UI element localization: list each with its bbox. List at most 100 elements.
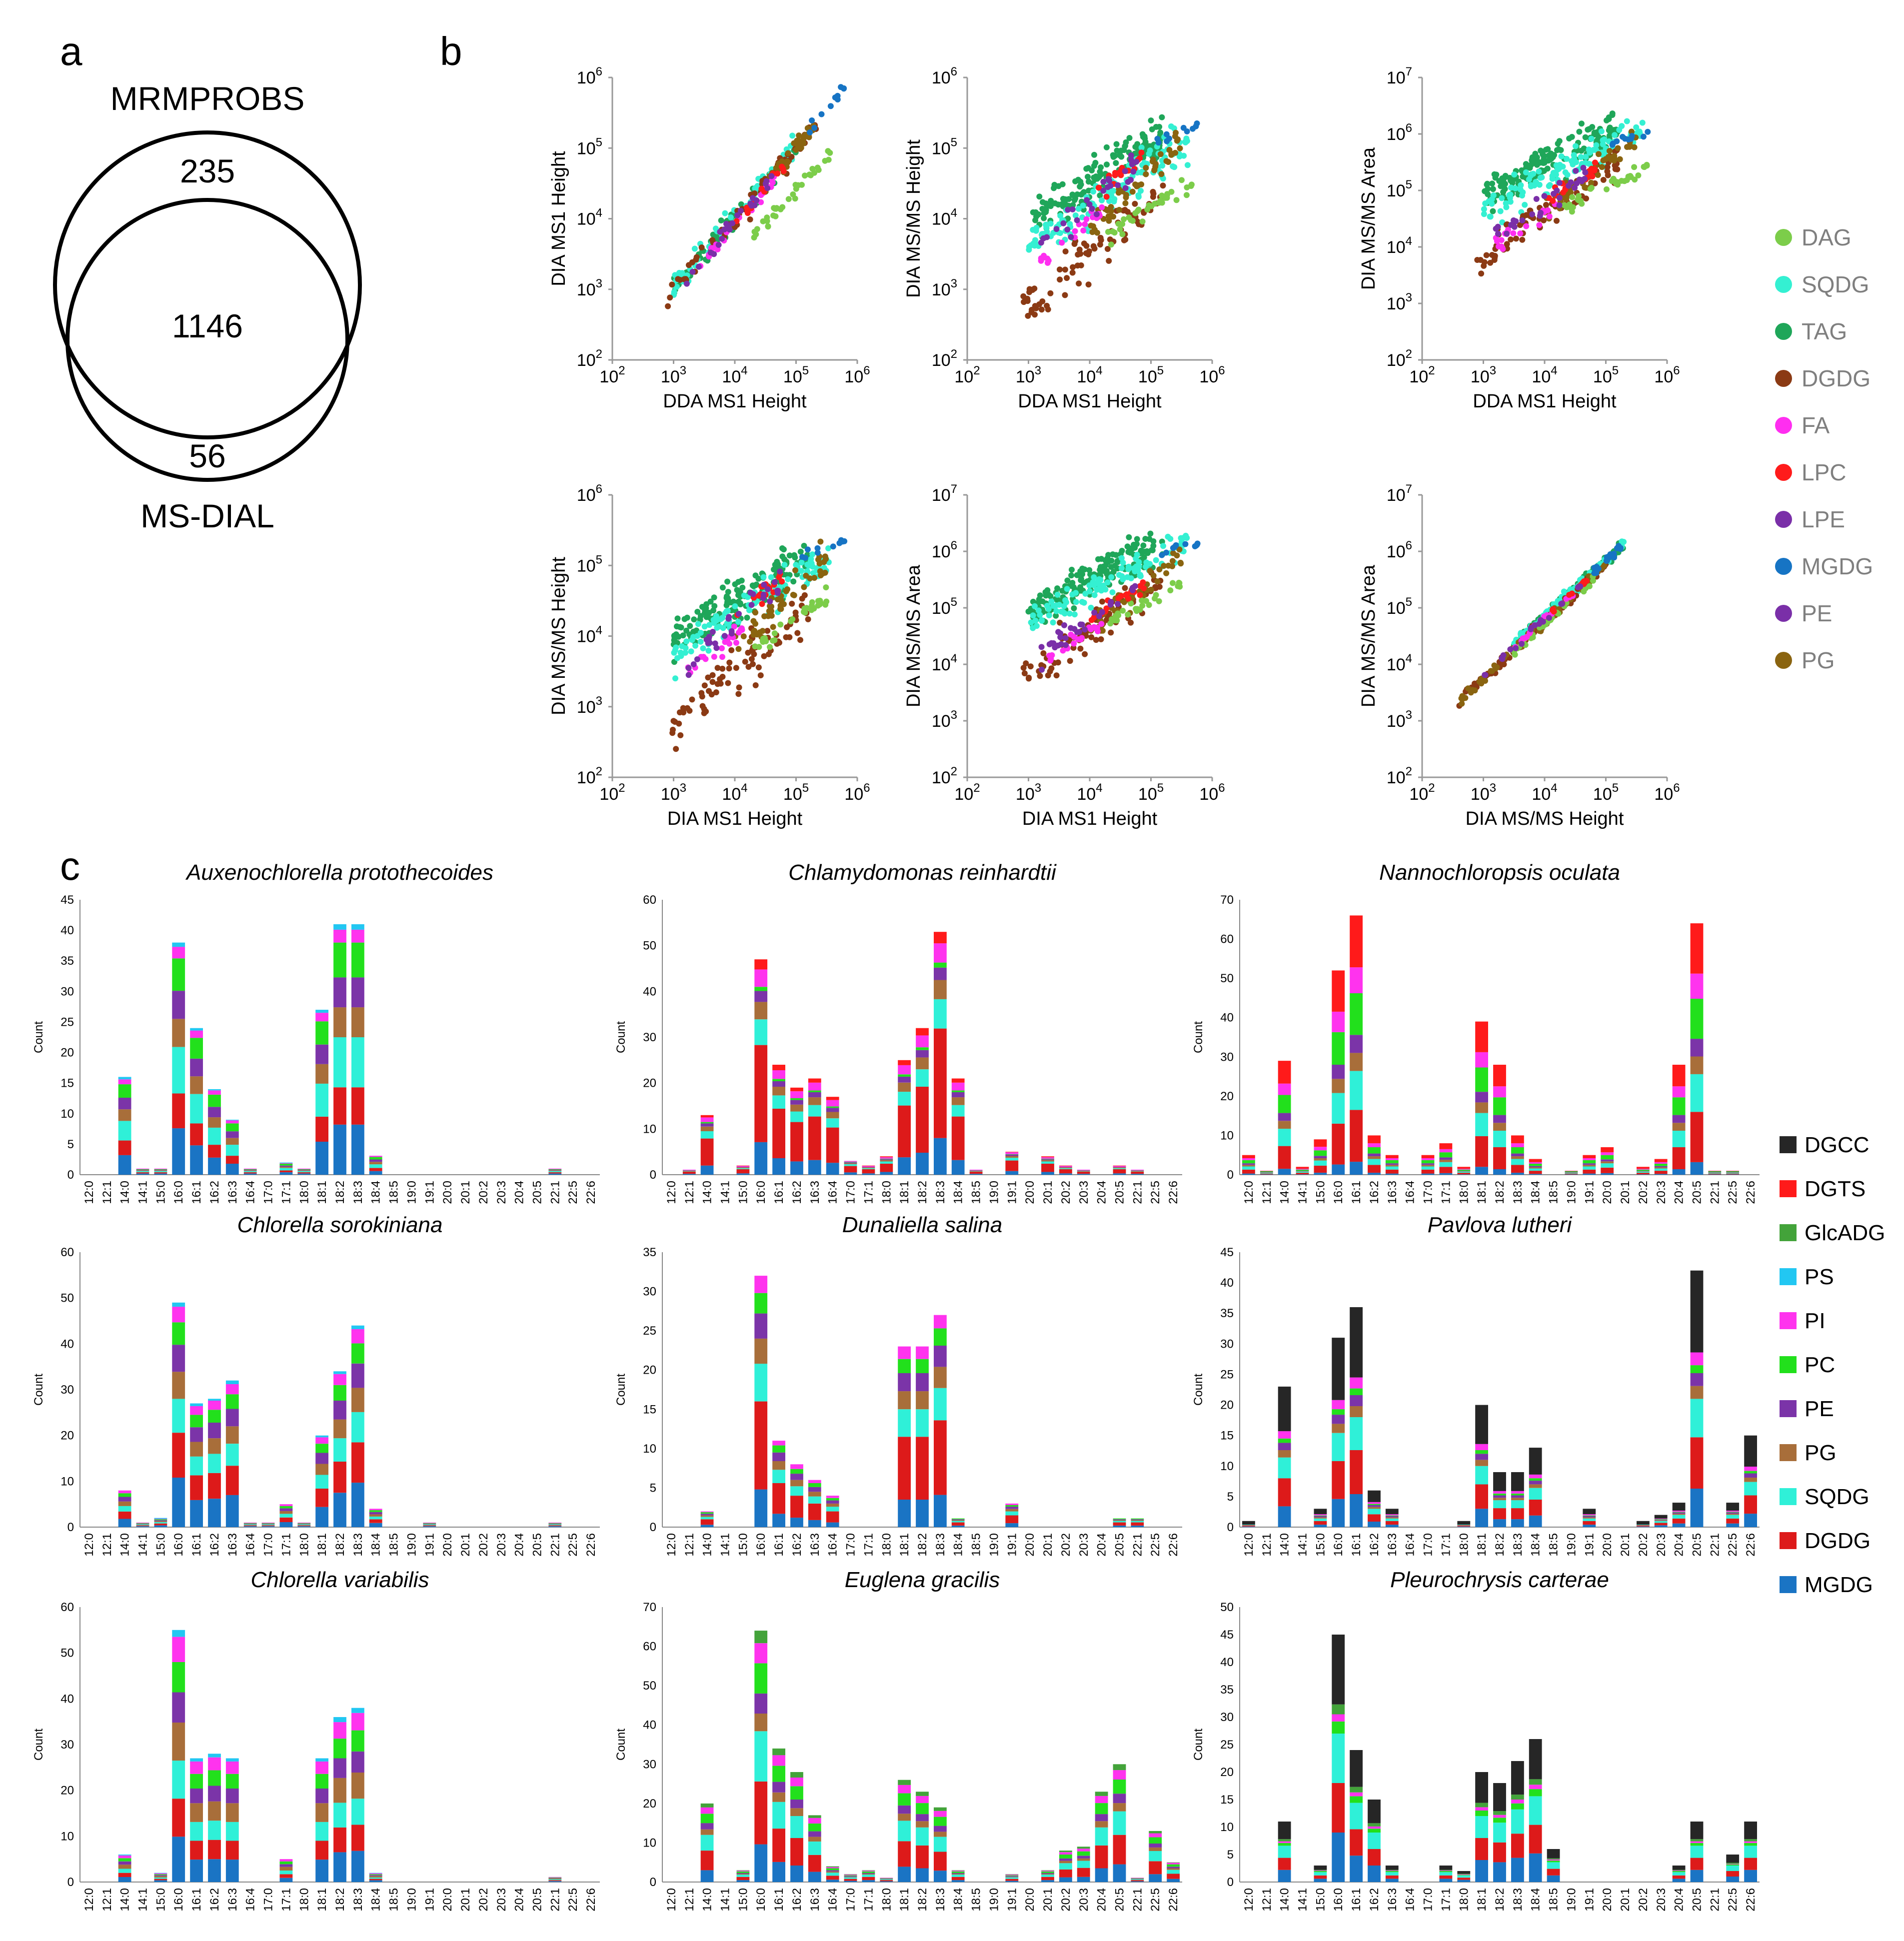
bar-segment-dgdg [1637,1173,1650,1175]
bar-15-0 [154,1168,167,1175]
point-tag [1032,209,1039,215]
point-mgdg [1609,141,1616,148]
y-tick-label: 40 [1220,1276,1234,1290]
y-tick-label: 10 [1220,1821,1234,1834]
bar-segment-ps [118,1077,131,1080]
y-tick-label: 103 [577,694,602,717]
point-sqdg [1111,196,1118,202]
bar-segment-mgdg [754,1142,768,1175]
bar-16-4 [243,1522,257,1527]
x-tick-label: 103 [1016,781,1041,804]
x-tick-label: 103 [661,781,686,804]
point-pg [1605,153,1612,160]
bar-segment-pg [1077,1858,1090,1861]
bar-segment-glcadg [1547,1858,1560,1860]
bar-12-0 [1242,1521,1255,1527]
bar-segment-pg [808,1492,821,1497]
point-sqdg [1481,206,1487,212]
bar-segment-sqdg [1332,1734,1345,1783]
point-mgdg [1629,132,1635,139]
scatter-points [665,84,847,309]
bar-segment-pi [208,1757,221,1771]
bar-20-0 [1601,1147,1614,1175]
bar-segment-pg [1726,1172,1740,1173]
point-mgdg [811,124,818,131]
point-tag [780,546,787,553]
bar-segment-sqdg [225,1145,239,1156]
y-tick-label: 20 [60,1429,74,1443]
x-tick-label: 20:4 [1673,1181,1686,1204]
point-dgdg [805,616,811,622]
bar-18-3 [934,1807,947,1882]
bar-segment-pe [190,1058,203,1077]
point-tag [1091,162,1097,169]
point-dgdg [1024,295,1031,302]
bar-16-1 [1350,1307,1363,1527]
bar-16-2 [208,1754,221,1882]
bar-segment-pg [118,1501,131,1506]
point-tag [1077,183,1083,190]
point-lpe [1541,193,1548,199]
point-tag [1485,191,1491,197]
x-tick-label: 16:0 [172,1533,185,1557]
point-pg [784,159,791,165]
bar-segment-pc [1654,1519,1668,1520]
bar-segment-pi [951,1082,965,1091]
point-tag [1043,592,1049,599]
bar-segment-pg [1059,1167,1072,1169]
bar-18-3 [934,1315,947,1527]
bar-segment-dgdg [1077,1171,1090,1174]
bar-19-1 [1005,1874,1019,1882]
point-dag [765,223,771,230]
bar-18-5 [1547,1849,1560,1882]
point-tag [1036,193,1043,200]
x-tick-label: 20:3 [1077,1888,1091,1912]
point-sqdg [760,574,767,580]
bar-segment-sqdg [916,1827,929,1846]
point-dgdg [1477,257,1484,263]
bar-segment-pi [1350,967,1363,993]
point-dgdg [1517,222,1523,228]
x-tick-label: 14:1 [136,1888,150,1912]
bar-segment-pc [208,1770,221,1786]
x-tick-label: 20:1 [1041,1181,1055,1204]
point-dgdg [1077,645,1084,652]
bar-segment-pe [1314,1516,1327,1518]
bar-segment-mgdg [862,1173,875,1175]
point-lpe [737,207,744,214]
bar-segment-mgdg [826,1163,839,1175]
bar-segment-pi [118,1855,131,1859]
point-pg [766,608,772,614]
bar-segment-mgdg [1278,1506,1291,1527]
point-dgdg [1132,200,1138,207]
bar-segment-sqdg [1095,1827,1108,1846]
point-dgdg [735,691,742,697]
x-tick-label: 22:6 [1167,1181,1180,1204]
bar-segment-mgdg [1350,1494,1363,1527]
bar-segment-dgdg [1744,1858,1757,1870]
bar-segment-dgdg [898,1105,911,1158]
bar-segment-pg [826,1871,839,1873]
bar-segment-pi [1167,1863,1180,1865]
bar-15-0 [736,1165,750,1175]
bar-segment-pi [1005,1152,1019,1154]
bar-segment-sqdg [1059,1863,1072,1870]
point-sqdg [1073,599,1079,605]
bar-segment-pe [1278,1113,1291,1121]
bar-segment-dgdg [1113,1522,1126,1526]
bar-segment-mgdg [1350,1162,1363,1175]
point-dgdg [1069,269,1076,276]
bar-segment-pg [190,1442,203,1457]
bar-segment-pe [1726,1512,1740,1514]
bar-segment-sqdg [1690,1074,1704,1112]
bar-segment-pe [1077,1170,1090,1171]
bar-segment-pi [1690,973,1704,999]
point-pg [1149,158,1156,164]
bar-20-2 [1059,1851,1072,1882]
bar-segment-pi [279,1163,293,1164]
point-lpe [1559,600,1565,607]
bar-segment-mgdg [1005,1881,1019,1882]
bar-segment-pe [208,1786,221,1802]
x-tick-label: 18:0 [880,1181,893,1204]
